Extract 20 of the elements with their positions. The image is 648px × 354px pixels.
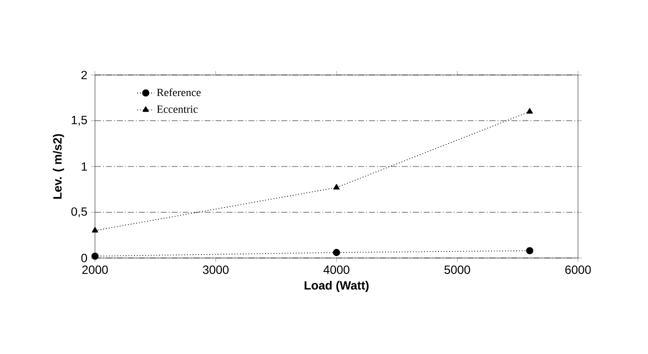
y-tick-label: 1,5 — [72, 116, 87, 126]
x-tick-label: 4000 — [323, 266, 350, 274]
legend-label: Eccentric — [156, 106, 198, 113]
x-tick-label: 6000 — [565, 266, 591, 274]
point — [526, 108, 533, 114]
point — [91, 252, 99, 260]
x-tick-label: 3000 — [202, 266, 229, 274]
x-axis-title: Load (Watt) — [304, 280, 369, 292]
point — [92, 226, 98, 233]
x-tick-label: 2000 — [82, 266, 108, 274]
y-tick-label: 0,5 — [71, 207, 87, 218]
legend-label: Reference — [156, 88, 201, 96]
point — [526, 247, 534, 254]
x-tick-label: 5000 — [444, 266, 470, 274]
y-tick-label: 1 — [82, 162, 87, 171]
y-tick-label: 0 — [81, 254, 88, 262]
point — [332, 248, 340, 256]
y-tick-label: 2 — [81, 70, 87, 80]
point — [333, 184, 340, 190]
y-axis-title: Lev. ( m/s2) — [52, 134, 64, 199]
